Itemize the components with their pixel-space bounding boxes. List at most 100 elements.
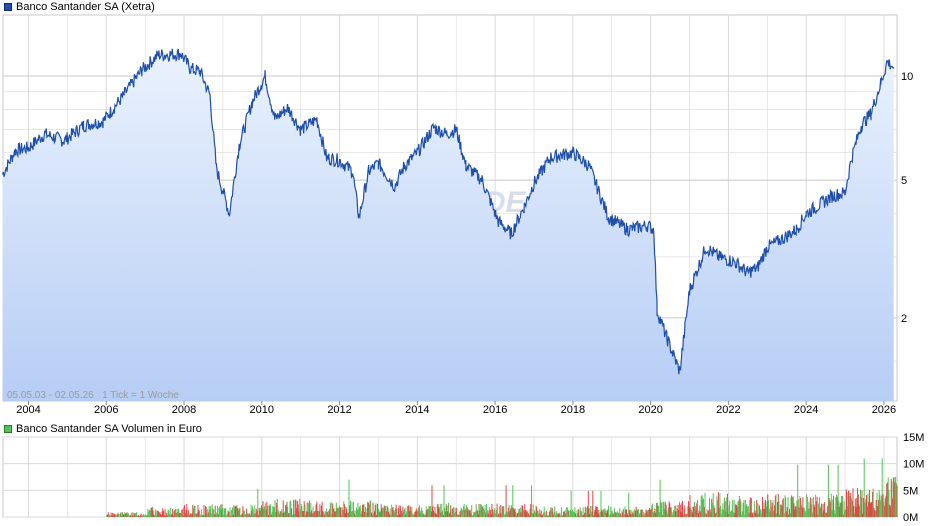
volume-bar (543, 506, 545, 517)
volume-bar (674, 511, 676, 517)
volume-bar (693, 506, 695, 517)
volume-bar (275, 512, 277, 517)
volume-bar (780, 504, 781, 517)
volume-bar (587, 490, 589, 517)
volume-bar (738, 496, 740, 517)
volume-bar (784, 495, 786, 517)
volume-bar (213, 509, 215, 517)
volume-bar (404, 507, 406, 517)
volume-bar (220, 509, 222, 517)
volume-bar (764, 508, 766, 517)
volume-bar (156, 515, 158, 517)
volume-y-tick-label: 5M (903, 485, 918, 497)
volume-bar (616, 513, 618, 517)
volume-bar (513, 509, 515, 517)
volume-bar (519, 508, 520, 517)
volume-bar (302, 511, 304, 517)
volume-bar (332, 503, 334, 517)
volume-bar (859, 506, 861, 517)
volume-bar (518, 508, 520, 517)
volume-bar (211, 504, 213, 517)
volume-bar (703, 498, 704, 517)
volume-bar (825, 512, 827, 517)
volume-bar (581, 515, 583, 517)
volume-bar (608, 515, 610, 517)
volume-bar (418, 507, 420, 517)
volume-bar (356, 510, 358, 517)
volume-bar (502, 506, 504, 517)
volume-bar (107, 512, 109, 517)
volume-bar (437, 503, 439, 517)
volume-bar (658, 512, 660, 517)
volume-bar (459, 511, 461, 517)
volume-bar (660, 501, 662, 517)
volume-bar (406, 506, 408, 517)
volume-bar (259, 510, 261, 517)
volume-bar (116, 514, 118, 517)
volume-bar (650, 509, 652, 517)
volume-bar (697, 513, 699, 517)
volume-bar (139, 516, 141, 517)
volume-bar (454, 512, 455, 517)
volume-bar (290, 501, 292, 517)
volume-bar (661, 503, 663, 517)
volume-bar (658, 505, 660, 517)
volume-bar (566, 507, 568, 517)
volume-bar (854, 513, 855, 517)
volume-bar (798, 507, 800, 517)
volume-bar (483, 508, 485, 517)
volume-bar (308, 503, 310, 517)
volume-bar (160, 514, 162, 517)
volume-bar (613, 513, 615, 517)
volume-bar (681, 503, 683, 517)
volume-bar (548, 515, 550, 517)
volume-bar (528, 513, 529, 517)
volume-bar (845, 509, 846, 517)
volume-bar (321, 501, 323, 517)
volume-bar (393, 510, 395, 517)
x-tick-label: 2006 (94, 404, 118, 416)
volume-bar (314, 511, 316, 517)
volume-bar (184, 505, 185, 517)
volume-bar (895, 483, 897, 517)
volume-bar (362, 504, 363, 517)
volume-bar (680, 512, 682, 517)
volume-bar (805, 510, 807, 517)
volume-bar (463, 503, 465, 517)
volume-bar (824, 512, 826, 517)
volume-bar (480, 504, 482, 517)
volume-bar (875, 500, 877, 517)
volume-bar (265, 509, 267, 517)
volume-bar (424, 515, 426, 517)
volume-bar (344, 513, 346, 517)
volume-bar (347, 512, 349, 517)
volume-bar (363, 504, 365, 517)
volume-bar (694, 502, 695, 517)
volume-bar (702, 498, 704, 517)
volume-bar (869, 489, 870, 517)
volume-bar (661, 515, 663, 517)
volume-bar (388, 513, 390, 517)
volume-bar (533, 513, 535, 517)
volume-bar (517, 512, 519, 517)
volume-bar (642, 514, 644, 517)
volume-bar (490, 514, 492, 517)
volume-bar (166, 512, 168, 517)
volume-bar (836, 494, 838, 517)
volume-bar (598, 510, 600, 517)
volume-bar (635, 506, 637, 517)
volume-bar (199, 510, 200, 517)
volume-bar (634, 509, 636, 517)
volume-bar (233, 505, 235, 517)
volume-bar (602, 509, 604, 517)
volume-bar (362, 504, 364, 517)
volume-bar (669, 503, 671, 517)
volume-bar (324, 511, 326, 517)
volume-bar (596, 506, 598, 517)
volume-bar (412, 513, 414, 517)
volume-bar (261, 506, 263, 517)
volume-bar (655, 512, 657, 517)
price-legend: Banco Santander SA (Xetra) (4, 0, 155, 14)
volume-bar (443, 485, 445, 517)
volume-bar (455, 512, 457, 517)
